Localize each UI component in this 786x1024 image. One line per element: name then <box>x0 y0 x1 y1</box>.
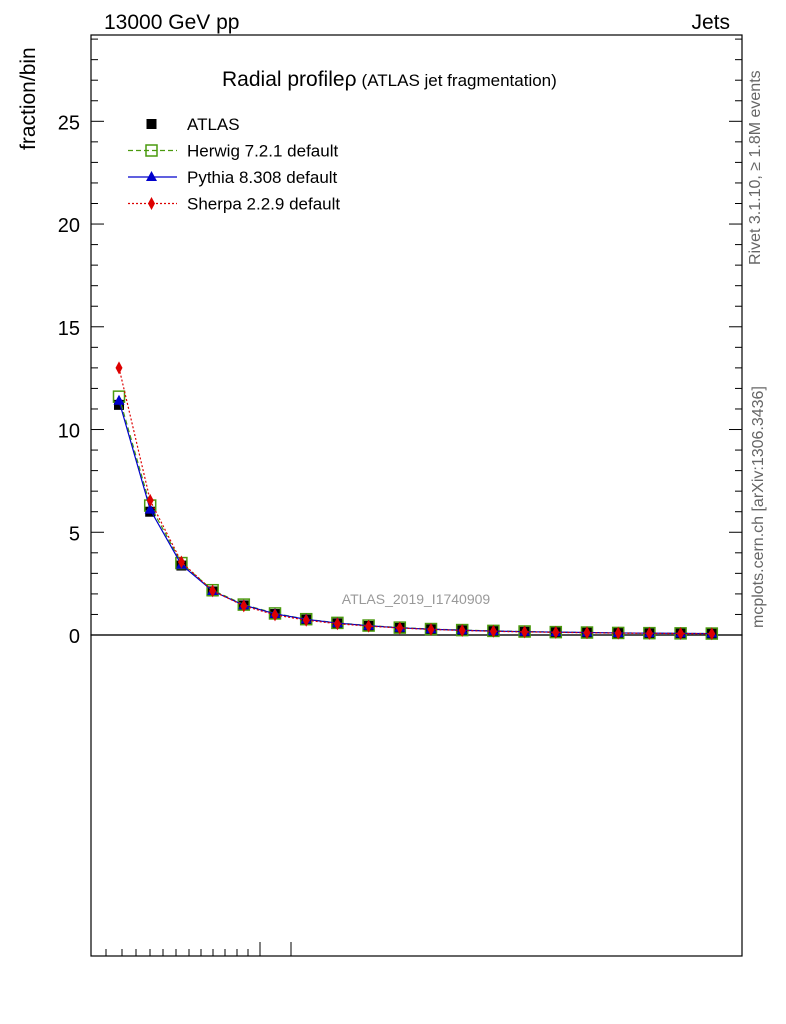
legend-label: Pythia 8.308 default <box>187 168 338 187</box>
chart-title-main: Radial profile <box>222 68 345 91</box>
category-label: Jets <box>691 11 730 34</box>
legend-label: Herwig 7.2.1 default <box>187 142 338 161</box>
data-point <box>302 613 310 627</box>
series-line <box>118 367 712 635</box>
data-point <box>489 624 497 638</box>
y-tick-label: 0 <box>69 626 80 648</box>
data-point <box>396 621 404 635</box>
legend-marker <box>146 119 157 129</box>
y-tick-label: 15 <box>58 318 80 340</box>
legend-marker <box>148 197 155 210</box>
data-point <box>146 493 154 507</box>
data-point <box>365 619 373 633</box>
legend-marker <box>145 144 158 157</box>
data-point <box>677 627 685 641</box>
series-layer <box>112 361 719 641</box>
analysis-watermark: ATLAS_2019_I1740909 <box>342 591 491 607</box>
data-point <box>645 626 653 640</box>
legend-item: Herwig 7.2.1 default <box>128 142 338 161</box>
data-point <box>614 626 622 640</box>
chart-title-symbol: ρ <box>345 68 357 91</box>
legend-item: Sherpa 2.2.9 default <box>128 195 340 214</box>
data-point <box>583 626 591 640</box>
mcplots-label: mcplots.cern.ch [arXiv:1306.3436] <box>750 386 767 628</box>
data-point <box>240 599 248 613</box>
y-tick-label: 25 <box>58 112 80 134</box>
legend-item: ATLAS <box>146 115 240 134</box>
legend-label: ATLAS <box>187 115 240 134</box>
y-tick-label: 20 <box>58 215 80 237</box>
chart-title: Radial profileρ (ATLAS jet fragmentation) <box>222 68 557 91</box>
data-point <box>144 503 156 514</box>
data-point <box>113 394 125 405</box>
process-label: 13000 GeV pp <box>104 11 239 34</box>
legend-label: Sherpa 2.2.9 default <box>187 195 340 214</box>
data-point <box>427 622 435 636</box>
ratio-plot-frame <box>90 634 743 957</box>
data-point <box>708 627 716 641</box>
data-point <box>333 617 341 631</box>
y-tick-label: 5 <box>69 523 80 545</box>
data-point <box>209 584 217 598</box>
legend-item: Pythia 8.308 default <box>128 168 338 187</box>
data-point <box>115 361 123 375</box>
data-point <box>458 623 466 637</box>
legend-marker <box>146 171 157 181</box>
data-point <box>177 555 185 569</box>
legend: ATLAS Herwig 7.2.1 default Pythia 8.308 de… <box>128 115 340 214</box>
x-axis-ticks <box>105 942 292 956</box>
data-point <box>114 399 124 410</box>
y-axis-ticks <box>91 38 742 636</box>
data-point <box>552 625 560 639</box>
rivet-label: Rivet 3.1.10, ≥ 1.8M events <box>747 70 764 265</box>
y-tick-label: 10 <box>58 421 80 443</box>
data-point <box>271 608 279 622</box>
y-axis-tick-labels: 0 5 10 15 20 25 <box>58 112 80 648</box>
series-sherpa <box>115 361 716 641</box>
y-axis-label: fraction/bin <box>17 47 40 150</box>
data-point <box>521 625 529 639</box>
chart-subtitle: (ATLAS jet fragmentation) <box>362 71 557 90</box>
